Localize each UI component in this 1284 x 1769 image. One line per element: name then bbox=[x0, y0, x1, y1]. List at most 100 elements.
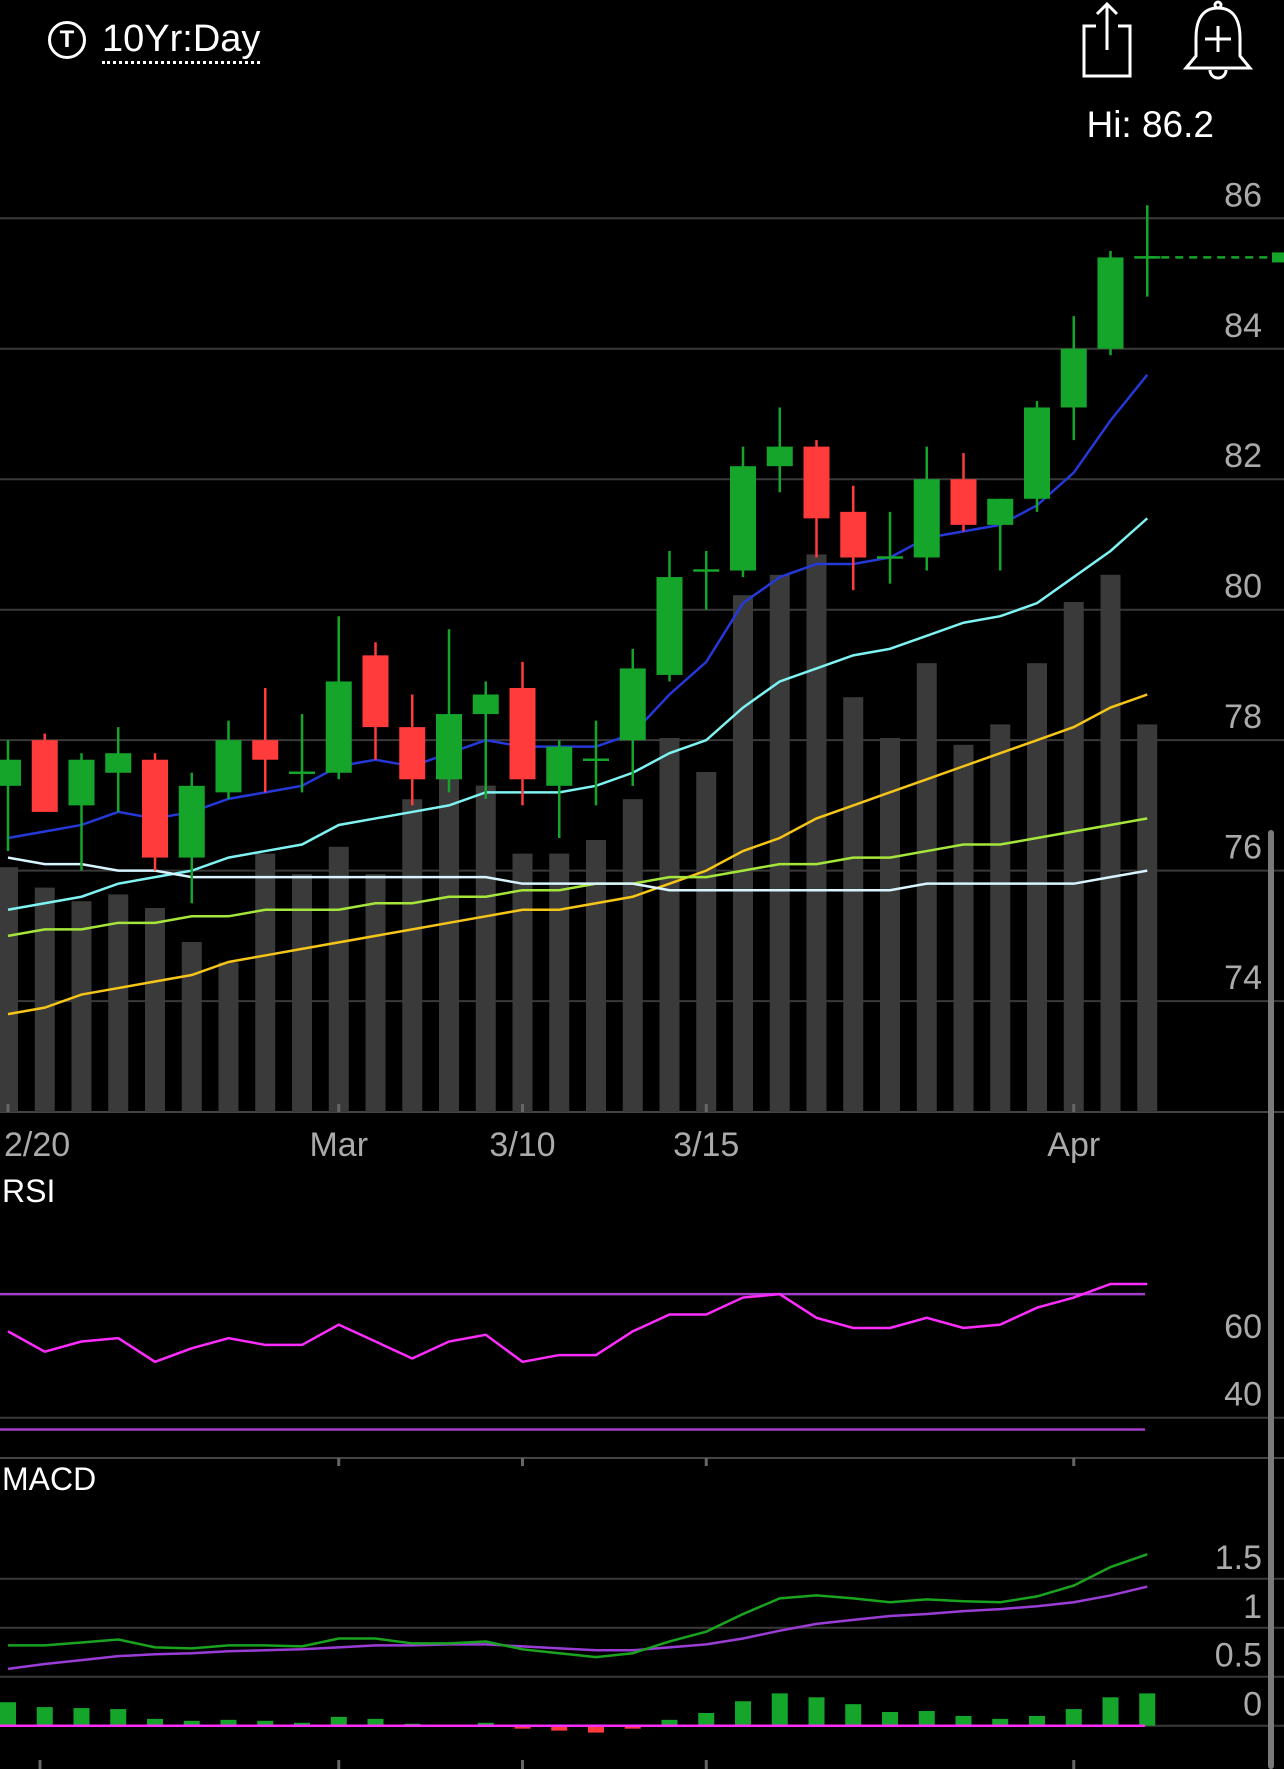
macd-histogram-bar bbox=[771, 1693, 788, 1726]
volume-bar bbox=[181, 942, 202, 1112]
candle-body bbox=[950, 479, 977, 525]
macd-histogram-bar bbox=[698, 1712, 715, 1726]
rsi-axis-tick: 60 bbox=[1224, 1308, 1262, 1346]
macd-histogram-bar bbox=[955, 1715, 972, 1726]
macd-histogram-bar bbox=[551, 1725, 568, 1731]
macd-histogram-bar bbox=[110, 1709, 127, 1726]
candle-body bbox=[1097, 257, 1124, 349]
macd-line bbox=[8, 1553, 1148, 1659]
volume-bar bbox=[622, 799, 643, 1112]
volume-bar bbox=[218, 962, 239, 1112]
candle-body bbox=[1024, 407, 1050, 499]
candle-body bbox=[472, 694, 499, 715]
volume-bar bbox=[145, 908, 165, 1112]
volume-bar bbox=[659, 738, 680, 1112]
vertical-scrollbar[interactable] bbox=[1268, 830, 1274, 1769]
macd-histogram-bar bbox=[882, 1712, 898, 1726]
volume-bar bbox=[1027, 663, 1047, 1112]
price-axis-tick: 82 bbox=[1224, 437, 1262, 475]
symbol-type-icon: T bbox=[48, 21, 86, 59]
volume-bar bbox=[880, 738, 900, 1112]
candle-body bbox=[142, 759, 168, 858]
candle-body bbox=[730, 466, 756, 571]
candle-body bbox=[0, 759, 21, 786]
volume-bar bbox=[549, 853, 570, 1112]
date-axis-label: Apr bbox=[1047, 1126, 1100, 1164]
date-axis-label: 2/20 bbox=[4, 1126, 70, 1164]
date-axis-label: Mar bbox=[309, 1126, 368, 1164]
volume-bar bbox=[71, 901, 92, 1112]
volume-bar bbox=[990, 724, 1011, 1112]
moving-average-line bbox=[7, 693, 1148, 1016]
macd-signal-line bbox=[7, 1585, 1148, 1671]
volume-bar bbox=[1100, 574, 1121, 1112]
macd-histogram-bar bbox=[735, 1701, 751, 1726]
timeframe-selector[interactable]: T 10Yr:Day bbox=[48, 14, 261, 66]
macd-axis-tick: 0 bbox=[1243, 1686, 1262, 1724]
macd-histogram-bar bbox=[73, 1708, 90, 1726]
volume-bar bbox=[733, 595, 753, 1112]
price-axis-tick: 74 bbox=[1224, 959, 1262, 997]
volume-bar bbox=[953, 744, 974, 1112]
date-axis-label: 3/10 bbox=[489, 1126, 555, 1164]
timeframe-label[interactable]: 10Yr:Day bbox=[102, 17, 261, 64]
last-price-marker bbox=[1272, 252, 1284, 263]
chart-header: T 10Yr:Day bbox=[0, 0, 1284, 100]
macd-histogram-bar bbox=[257, 1720, 274, 1726]
macd-histogram-bar bbox=[36, 1707, 53, 1726]
volume-bar bbox=[1137, 724, 1158, 1112]
add-alert-button[interactable] bbox=[1180, 0, 1256, 82]
macd-histogram-bar bbox=[1102, 1697, 1119, 1726]
volume-bar bbox=[769, 574, 790, 1112]
macd-histogram-bar bbox=[918, 1711, 935, 1726]
date-axis-label: 3/15 bbox=[673, 1126, 739, 1164]
macd-histogram-bar bbox=[845, 1704, 862, 1726]
candle-body bbox=[436, 714, 462, 780]
candle-body bbox=[656, 577, 683, 675]
macd-histogram-bar bbox=[1029, 1715, 1045, 1726]
candle-body bbox=[546, 746, 573, 786]
price-axis-tick: 80 bbox=[1224, 568, 1262, 606]
add-alert-icon bbox=[1182, 0, 1254, 80]
macd-histogram-bar bbox=[294, 1722, 310, 1726]
macd-histogram-bar bbox=[1065, 1709, 1082, 1726]
volume-bar bbox=[292, 874, 312, 1112]
macd-histogram-bar bbox=[330, 1716, 347, 1726]
macd-histogram-bar bbox=[367, 1718, 384, 1726]
volume-bar bbox=[34, 887, 55, 1112]
volume-bar bbox=[696, 772, 717, 1112]
candle-body bbox=[105, 753, 132, 773]
share-button[interactable] bbox=[1072, 0, 1142, 82]
volume-bar bbox=[108, 894, 129, 1112]
price-axis-tick: 84 bbox=[1224, 307, 1262, 345]
macd-histogram-bar bbox=[1139, 1693, 1156, 1726]
volume-bar bbox=[402, 799, 423, 1112]
candle-body bbox=[399, 727, 426, 780]
macd-histogram-bar bbox=[661, 1719, 678, 1726]
volume-bar bbox=[916, 663, 937, 1112]
volume-bar bbox=[512, 853, 533, 1112]
price-axis-tick: 86 bbox=[1224, 176, 1262, 214]
candle-body bbox=[840, 511, 867, 558]
candle-body bbox=[68, 759, 95, 806]
rsi-axis-tick: 40 bbox=[1224, 1376, 1262, 1414]
macd-histogram-bar bbox=[220, 1719, 237, 1726]
moving-average-line bbox=[7, 817, 1148, 938]
candle-body bbox=[766, 446, 793, 467]
rsi-line bbox=[7, 1282, 1148, 1364]
macd-histogram-bar bbox=[624, 1725, 641, 1729]
macd-histogram-bar bbox=[588, 1725, 604, 1733]
macd-axis-tick: 1 bbox=[1243, 1588, 1262, 1626]
volume-bar bbox=[439, 772, 459, 1112]
volume-bar bbox=[806, 554, 827, 1112]
candle-body bbox=[215, 740, 242, 793]
candle-body bbox=[31, 740, 58, 812]
candle-body bbox=[987, 498, 1014, 525]
candle-body bbox=[509, 687, 536, 780]
macd-histogram-bar bbox=[0, 1702, 16, 1726]
volume-bar bbox=[843, 697, 864, 1112]
candle-body bbox=[252, 740, 279, 760]
candle-body bbox=[362, 655, 389, 728]
candle-body bbox=[1060, 348, 1087, 408]
